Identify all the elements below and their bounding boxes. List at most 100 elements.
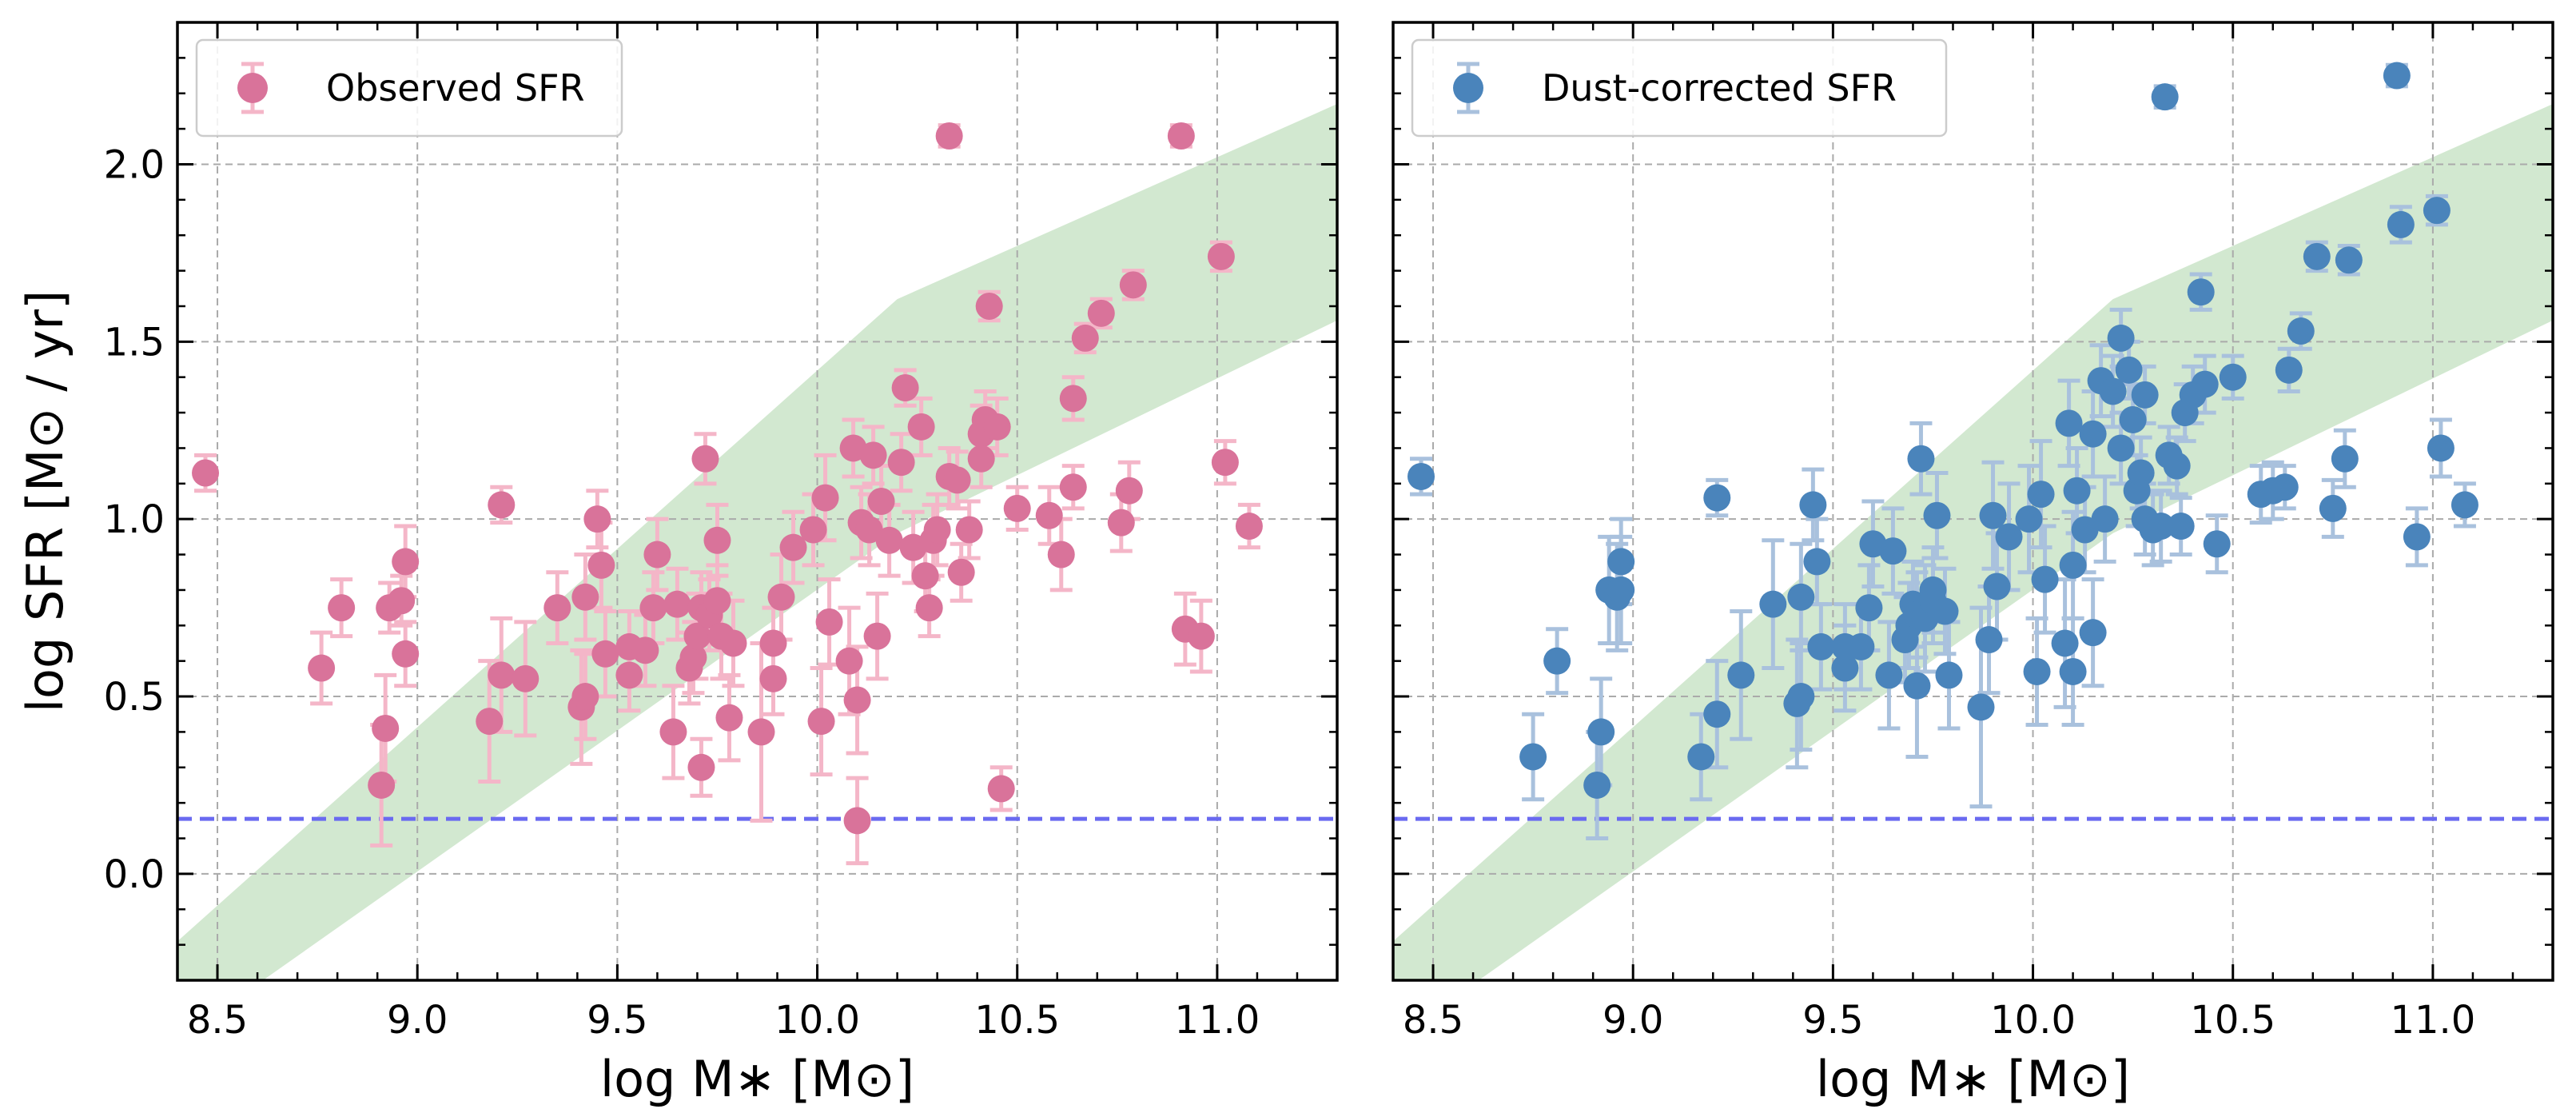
data-point — [2167, 513, 2195, 541]
y-tick-label: 0.5 — [104, 675, 165, 720]
data-series — [1407, 62, 2478, 841]
data-point — [1799, 491, 1827, 519]
data-point — [867, 488, 895, 515]
data-point — [1167, 122, 1195, 150]
data-point — [907, 413, 935, 441]
data-point — [1703, 700, 1731, 728]
data-point — [659, 718, 687, 746]
data-point — [392, 548, 420, 576]
data-point — [1967, 693, 1995, 721]
data-point — [1975, 626, 2003, 654]
data-point — [1703, 484, 1731, 512]
data-point — [2071, 516, 2099, 544]
legend-marker — [237, 73, 268, 103]
data-point — [967, 445, 995, 473]
x-tick-label: 10.5 — [974, 998, 1060, 1043]
data-point — [1059, 385, 1087, 413]
data-point — [587, 551, 615, 579]
data-point — [859, 441, 887, 469]
x-tick-label: 10.0 — [1990, 998, 2076, 1043]
data-point — [1207, 242, 1235, 270]
data-point — [2451, 491, 2478, 519]
main-sequence-band — [177, 104, 1337, 980]
x-tick-label: 11.0 — [2390, 998, 2475, 1043]
data-point — [192, 459, 220, 487]
data-point — [1907, 445, 1935, 473]
data-point — [372, 714, 400, 742]
x-tick-label: 9.0 — [1603, 998, 1663, 1043]
data-point — [2015, 505, 2043, 533]
data-point — [639, 594, 667, 622]
data-point — [615, 661, 643, 689]
data-point — [543, 594, 571, 622]
data-point — [747, 718, 775, 746]
data-point — [368, 771, 396, 799]
data-point — [811, 484, 839, 512]
x-tick-label: 9.0 — [387, 998, 448, 1043]
data-point — [2319, 494, 2347, 522]
main-sequence-band — [1393, 104, 2553, 980]
data-point — [583, 505, 611, 533]
data-point — [1687, 743, 1715, 771]
data-point — [915, 594, 943, 622]
data-point — [715, 704, 743, 732]
data-point — [2055, 409, 2083, 437]
data-point — [476, 708, 504, 736]
data-point — [2119, 405, 2147, 433]
data-point — [1071, 324, 1099, 352]
data-point — [1107, 509, 1135, 537]
data-point — [388, 587, 416, 615]
data-point — [891, 374, 919, 402]
data-point — [1519, 743, 1547, 771]
data-point — [1047, 541, 1075, 568]
data-point — [843, 807, 871, 835]
x-axis-label: log M∗ [M⊙] — [600, 1050, 914, 1108]
data-point — [683, 622, 711, 650]
data-point — [392, 640, 420, 668]
data-point — [2031, 565, 2059, 593]
data-point — [983, 413, 1011, 441]
data-point — [779, 533, 807, 561]
data-point — [2271, 473, 2299, 501]
data-point — [987, 775, 1015, 803]
data-point — [1979, 501, 2007, 529]
data-point — [703, 587, 731, 615]
data-point — [512, 664, 539, 692]
y-tick-label: 0.0 — [104, 852, 165, 897]
data-point — [2079, 420, 2107, 448]
panel-dust-corrected-sfr: 8.5 9.0 9.5 10.0 10.5 11.0 log M∗ [M⊙] Dust-cor… — [1392, 21, 2554, 1108]
y-tick-label: 1.0 — [104, 497, 165, 542]
data-point — [759, 629, 787, 657]
y-tick-label: 2.0 — [104, 142, 165, 187]
data-point — [2287, 317, 2315, 345]
data-point — [1607, 548, 1635, 576]
data-point — [923, 516, 951, 544]
data-point — [1875, 661, 1903, 689]
data-point — [855, 516, 883, 544]
data-point — [2115, 356, 2143, 384]
data-point — [863, 622, 891, 650]
data-point — [1807, 632, 1835, 660]
data-point — [911, 562, 939, 590]
data-point — [1059, 473, 1087, 501]
legend-box — [1411, 38, 1948, 138]
legend-label: Dust-corrected SFR — [1542, 66, 1897, 110]
x-tick-label: 8.5 — [187, 998, 248, 1043]
data-point — [2387, 210, 2415, 238]
data-point — [1035, 501, 1063, 529]
panel-observed-sfr: 8.5 9.0 9.5 10.0 10.5 11.0 0.0 0.5 1.0 1.5 2.0 log … — [16, 21, 1339, 1108]
data-point — [1087, 299, 1115, 327]
data-point — [955, 516, 983, 544]
y-axis-label: log SFR [M⊙ / yr] — [16, 290, 74, 712]
axes-frame — [1392, 21, 2554, 982]
legend-label: Observed SFR — [326, 66, 585, 110]
data-point — [2063, 477, 2091, 505]
data-point — [2107, 434, 2135, 462]
data-point — [1995, 523, 2023, 551]
data-point — [663, 590, 691, 618]
data-point — [799, 516, 827, 544]
x-tick-label: 11.0 — [1174, 998, 1260, 1043]
data-point — [691, 445, 719, 473]
data-point — [2275, 356, 2303, 384]
